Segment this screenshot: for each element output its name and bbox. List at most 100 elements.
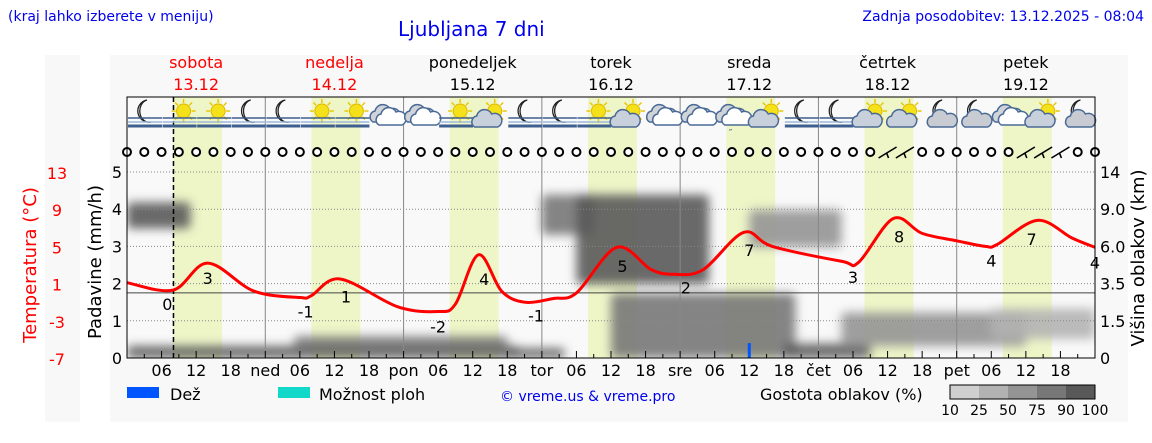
wind-calm-icon <box>744 147 755 157</box>
precip-bar <box>747 343 751 358</box>
wind-barb-flag <box>885 152 890 159</box>
density-tick: 75 <box>1028 403 1046 419</box>
cloud-patch <box>611 293 796 358</box>
sun-ray <box>589 101 594 106</box>
day-name: četrtek <box>859 53 917 72</box>
moon-fog-icon <box>231 99 266 128</box>
wind-calm-icon <box>450 147 461 157</box>
sun-disc <box>348 103 364 119</box>
wind-calm-icon <box>191 147 202 157</box>
legend-rain-swatch <box>127 387 159 398</box>
wind-calm-icon <box>969 147 979 157</box>
wind-calm-icon <box>917 147 928 157</box>
sun-cloud-icon <box>747 99 784 128</box>
cloud-height-tick: 9.0 <box>1100 200 1125 219</box>
weather-icons-row: ″ <box>128 99 1097 139</box>
density-scale: 10 25 50 75 90 100 <box>941 384 1108 419</box>
wind-calm-icon <box>277 147 288 157</box>
day-date: 14.12 <box>312 75 358 94</box>
wind-calm-icon <box>623 147 634 157</box>
cloud-shape <box>1024 108 1056 128</box>
drizzle-mark: ″ <box>729 128 733 139</box>
sun-ray <box>865 101 870 106</box>
precipitation-tick: 5 <box>112 163 122 182</box>
wind-calm-icon <box>139 147 150 157</box>
wind-calm-icon <box>830 147 841 157</box>
day-date: 17.12 <box>726 75 772 94</box>
wind-calm-icon <box>675 147 686 157</box>
x-hour-label: 12 <box>463 361 483 380</box>
hint-text: (kraj lahko izberete v meniju) <box>8 9 214 25</box>
moon-fog-icon <box>508 99 543 128</box>
moon-cloud-icon <box>961 99 993 128</box>
wind-barb-icon <box>895 146 915 159</box>
cloud-shape <box>851 108 883 128</box>
density-tick: 90 <box>1057 403 1075 419</box>
wind-calm-icon <box>208 147 219 157</box>
wind-calm-icon <box>346 147 357 157</box>
sun-ray <box>312 101 317 106</box>
temperature-line <box>126 216 1096 314</box>
sun-fog-icon <box>335 99 370 128</box>
sun-cloud-icon <box>471 99 507 128</box>
x-day-label: tor <box>531 361 554 380</box>
cloud-patch <box>991 308 1095 339</box>
wind-calm-icon <box>1072 147 1083 157</box>
sun-cloud-icon <box>851 99 887 128</box>
wind-calm-icon <box>813 147 824 157</box>
wind-calm-icon <box>485 147 495 157</box>
x-day-label: pet <box>944 361 970 380</box>
day-date: 16.12 <box>588 75 634 94</box>
wind-calm-icon <box>381 147 392 157</box>
temperature-tick: -3 <box>49 313 65 332</box>
wind-calm-icon <box>364 147 374 157</box>
wind-calm-icon <box>554 147 565 157</box>
x-hour-label: 18 <box>635 361 655 380</box>
legend-showers-swatch <box>278 387 310 398</box>
sun-ray <box>174 101 179 106</box>
day-date: 19.12 <box>1003 75 1049 94</box>
day-date: 15.12 <box>450 75 496 94</box>
wind-calm-icon <box>415 147 426 157</box>
precipitation-tick: 1 <box>112 312 122 331</box>
x-hour-label: 06 <box>290 361 310 380</box>
wind-calm-icon <box>156 147 167 157</box>
sun-ray <box>1038 101 1043 106</box>
temperature-axis-title: Temperatura (°C) <box>20 187 41 344</box>
wind-calm-icon <box>519 147 530 157</box>
x-hour-label: 18 <box>912 361 932 380</box>
sun-ray <box>499 101 504 106</box>
temp-axis-panel <box>45 55 80 422</box>
sun-disc <box>210 103 226 119</box>
temperature-tick: -7 <box>49 350 65 369</box>
wind-calm-icon <box>778 147 789 157</box>
sun-ray <box>485 101 490 106</box>
precipitation-tick: 4 <box>112 200 122 219</box>
last-updated: Zadnja posodobitev: 13.12.2025 - 08:04 <box>862 9 1144 25</box>
day-name: torek <box>590 53 632 72</box>
x-hour-label: 06 <box>566 361 586 380</box>
day-headers: sobota 13.12 nedelja 14.12 ponedeljek 15.12 to… <box>169 53 1049 94</box>
x-hour-label: 12 <box>739 361 759 380</box>
x-hour-label: 18 <box>1050 361 1070 380</box>
sun-disc <box>452 103 468 119</box>
sun-ray <box>326 101 331 106</box>
precipitation-bars <box>747 343 751 358</box>
x-hour-label: 06 <box>428 361 448 380</box>
moon-fog-icon <box>819 99 854 128</box>
moon-cloud-icon <box>1064 99 1097 128</box>
temperature-label: -2 <box>430 318 446 337</box>
wind-calm-icon <box>433 147 444 157</box>
sun-ray <box>880 101 885 106</box>
cloud-shape <box>886 108 918 128</box>
wind-row <box>122 146 1100 159</box>
sun-ray <box>361 101 366 106</box>
wind-calm-icon <box>398 147 409 157</box>
cloud-height-tick: 6.0 <box>1100 237 1125 256</box>
credit-link[interactable]: © vreme.us & vreme.pro <box>500 389 675 405</box>
wind-calm-icon <box>848 147 858 157</box>
cloud-shape <box>747 108 780 128</box>
wind-calm-icon <box>502 147 513 157</box>
page-title: Ljubljana 7 dni <box>398 17 545 41</box>
